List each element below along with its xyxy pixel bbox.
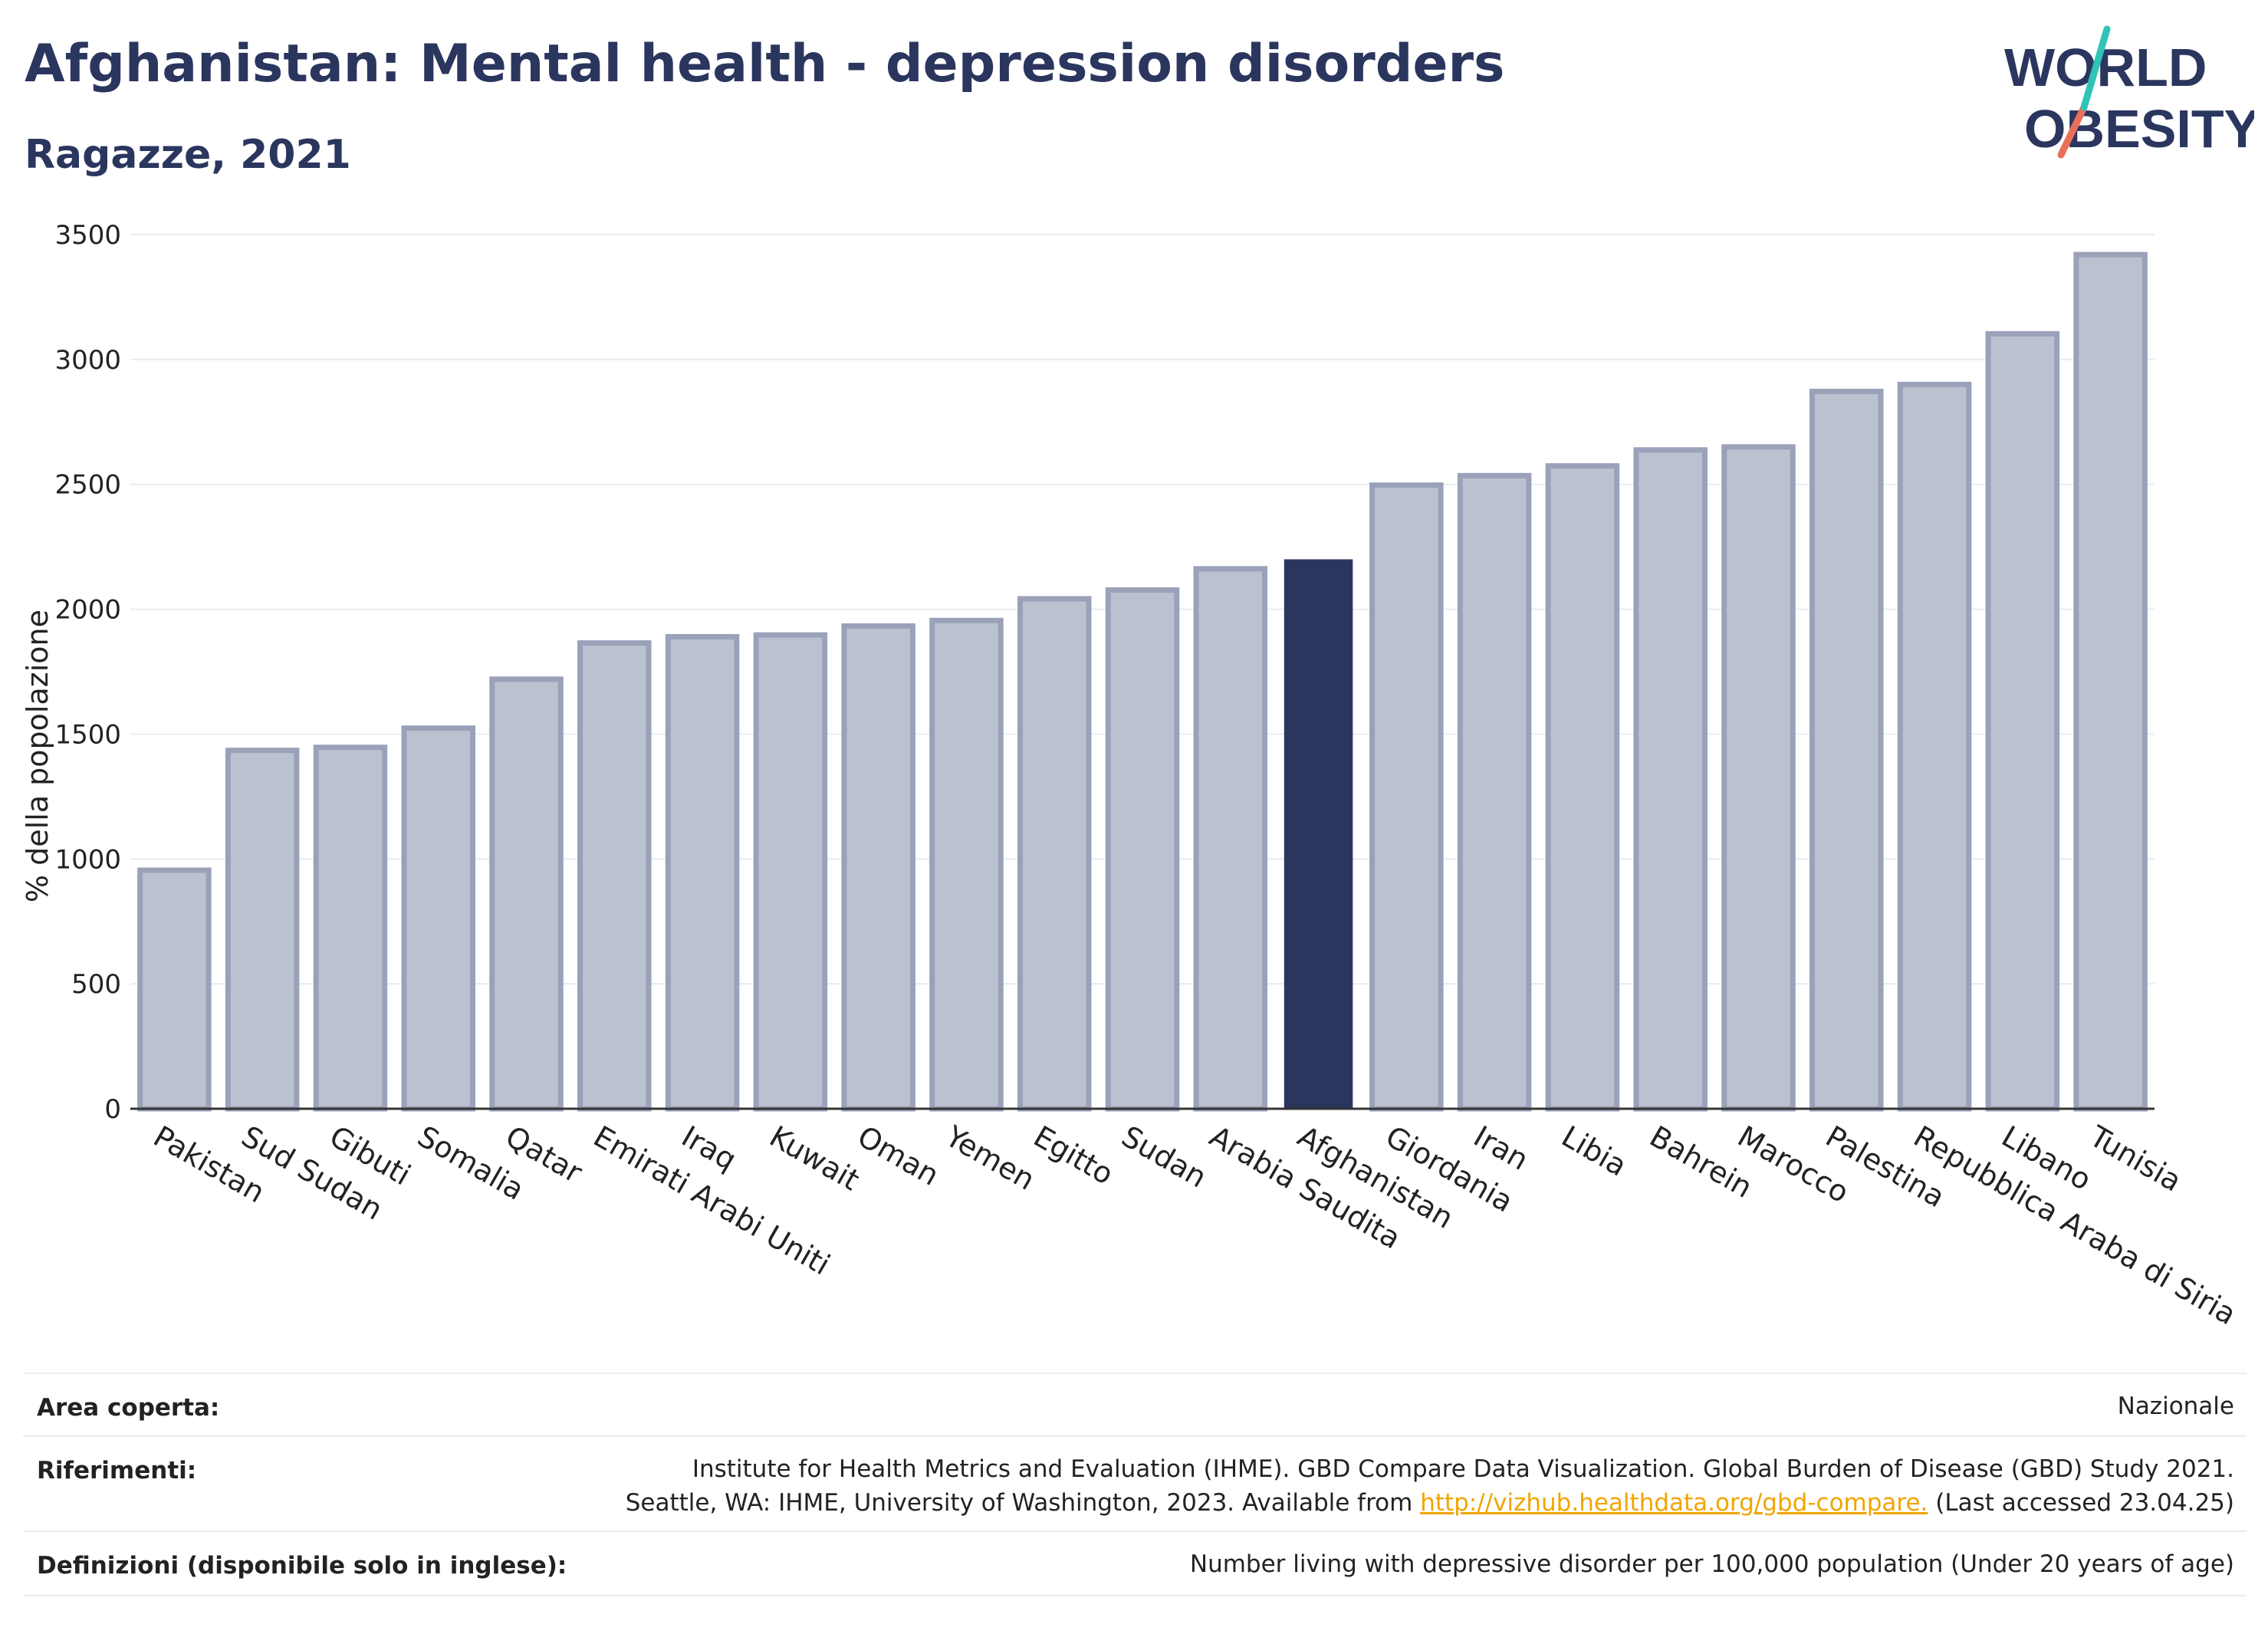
bar-bahrein[interactable]	[1633, 447, 1708, 1112]
bar-marocco[interactable]	[1721, 444, 1796, 1112]
x-tick-label: Repubblica Araba di Siria	[1908, 1119, 2242, 1332]
references-link[interactable]: http://vizhub.healthdata.org/gbd-compare…	[1420, 1489, 1928, 1517]
bar-giordania[interactable]	[1369, 482, 1444, 1112]
bar-emirati-arabi-uniti[interactable]	[577, 640, 652, 1112]
x-tick-label: Libia	[1556, 1119, 1632, 1183]
bar-qatar[interactable]	[489, 676, 564, 1112]
bar-kuwait[interactable]	[753, 632, 828, 1112]
logo-coral-slash	[2057, 104, 2088, 159]
bar-somalia[interactable]	[401, 725, 476, 1112]
page-subtitle: Ragazze, 2021	[25, 132, 351, 178]
info-key-references: Riferimenti:	[37, 1457, 197, 1484]
bar-libia[interactable]	[1545, 463, 1620, 1112]
y-tick-label: 1000	[54, 844, 121, 875]
bar-sud-sudan[interactable]	[225, 748, 300, 1112]
bar-pakistan[interactable]	[137, 867, 212, 1112]
info-val-references-line2: Seattle, WA: IHME, University of Washing…	[626, 1486, 2234, 1520]
bar-egitto[interactable]	[1017, 596, 1092, 1112]
logo-line1: WORLD	[2004, 38, 2207, 97]
x-tick-label: Tunisia	[2083, 1119, 2187, 1198]
info-row-area: Area coperta: Nazionale	[23, 1373, 2247, 1437]
y-tick-label: 1500	[54, 719, 121, 750]
bar-libano[interactable]	[1985, 330, 2060, 1112]
info-val-references-line1: Institute for Health Metrics and Evaluat…	[692, 1455, 2234, 1483]
info-val-definitions: Number living with depressive disorder p…	[1189, 1550, 2234, 1578]
world-obesity-logo: WORLD OBESITY	[2004, 25, 2254, 159]
y-tick-label: 2500	[54, 470, 121, 501]
x-tick-label: Oman	[852, 1119, 945, 1192]
references-text-post: (Last accessed 23.04.25)	[1928, 1489, 2234, 1517]
y-tick-label: 3500	[54, 220, 121, 251]
references-text-pre: Seattle, WA: IHME, University of Washing…	[625, 1489, 1421, 1517]
bar-arabia-saudita[interactable]	[1193, 566, 1268, 1112]
bar-iran[interactable]	[1457, 472, 1532, 1112]
info-row-references: Riferimenti: Institute for Health Metric…	[23, 1435, 2247, 1532]
x-tick-label: Sudan	[1116, 1119, 1213, 1195]
logo-teal-slash	[2080, 25, 2111, 111]
y-tick-label: 0	[104, 1094, 121, 1125]
bar-gibuti[interactable]	[313, 745, 388, 1112]
info-val-area: Nazionale	[2117, 1392, 2234, 1420]
bar-sudan[interactable]	[1105, 587, 1180, 1112]
bar-tunisia[interactable]	[2073, 252, 2148, 1112]
bar-oman[interactable]	[841, 623, 915, 1112]
x-tick-label: Egitto	[1028, 1119, 1119, 1192]
bar-palestina[interactable]	[1809, 389, 1884, 1112]
bar-chart: 0 500 1000 1500 2000 2500 3000 3500 PakistanSud…	[21, 220, 2242, 1331]
info-key-definitions: Definizioni (disponibile solo in inglese…	[37, 1552, 567, 1580]
y-tick-labels: 0 500 1000 1500 2000 2500 3000 3500	[54, 220, 121, 1125]
y-tick-label: 2000	[54, 595, 121, 626]
bar-repubblica-araba-di-siria[interactable]	[1897, 381, 1972, 1112]
page-title: Afghanistan: Mental health - depression …	[25, 34, 1505, 94]
info-row-definitions: Definizioni (disponibile solo in inglese…	[23, 1530, 2247, 1596]
x-tick-label: Yemen	[939, 1119, 1040, 1197]
y-tick-label: 3000	[54, 345, 121, 376]
bar-afghanistan[interactable]	[1284, 559, 1353, 1109]
bar-iraq[interactable]	[665, 633, 740, 1112]
bars	[137, 252, 2148, 1112]
x-tick-label: Kuwait	[764, 1119, 865, 1198]
y-tick-label: 500	[71, 969, 121, 1000]
info-key-area: Area coperta:	[37, 1394, 220, 1422]
y-axis-label: % della popolazione	[21, 610, 54, 902]
bar-yemen[interactable]	[929, 617, 1004, 1112]
